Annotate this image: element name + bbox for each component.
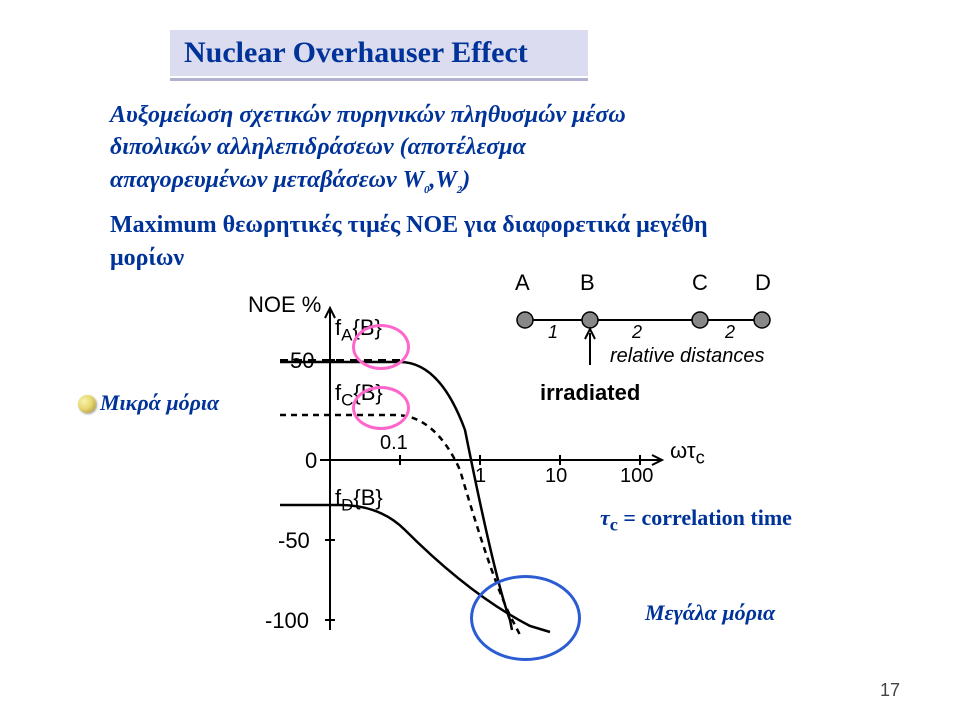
xtick-10: 10	[545, 465, 567, 488]
desc-line1: Αυξομείωση σχετικών πυρηνικών πληθυσμών …	[110, 102, 626, 128]
irradiated-label: irradiated	[540, 380, 640, 406]
bullet-icon	[78, 395, 96, 413]
title-container: Nuclear Overhauser Effect	[170, 30, 588, 81]
desc-close: )	[462, 167, 470, 193]
node-C: C	[692, 270, 708, 296]
subtitle2: μορίων	[110, 245, 184, 271]
xtick-01: 0.1	[380, 432, 408, 455]
omega-tau-sub: c	[696, 447, 705, 468]
chart-area: Μικρά μόρια	[100, 280, 840, 660]
pink-circle-fC	[352, 386, 410, 430]
node-B: B	[580, 270, 595, 296]
subtitle1: Maximum θεωρητικές τιμές NOE για διαφορε…	[110, 212, 708, 238]
edge-2a: 2	[632, 322, 642, 343]
large-molecules-label: Μεγάλα μόρια	[645, 600, 775, 626]
curve-label-fD: fD{B}	[335, 485, 383, 515]
desc-line2a: διπολικών αλληλεπιδράσεων (αποτέλεσμα	[110, 134, 526, 160]
node-D: D	[755, 270, 771, 296]
blue-circle-merge	[470, 575, 581, 661]
desc-mid: ,W	[429, 167, 456, 193]
page-number: 17	[880, 680, 900, 701]
pink-circle-fA	[352, 324, 410, 370]
description: Αυξομείωση σχετικών πυρηνικών πληθυσμών …	[110, 99, 870, 197]
tau-label: τc = correlation time	[600, 505, 792, 535]
ytick-m100: -100	[265, 608, 309, 634]
xtick-1: 1	[475, 465, 486, 488]
title-underline	[170, 78, 588, 81]
xtick-100: 100	[620, 465, 653, 488]
edge-1: 1	[548, 322, 558, 343]
node-A: A	[515, 270, 530, 296]
desc-line2b: απαγορευμένων μεταβάσεων W	[110, 167, 424, 193]
ytick-0: 0	[305, 448, 317, 474]
edge-2b: 2	[725, 322, 735, 343]
omega-tau: ωτ	[670, 438, 696, 463]
y-axis-label: NOE %	[248, 292, 321, 318]
ytick-m50: -50	[278, 528, 310, 554]
x-axis-label: ωτc	[670, 438, 705, 468]
tau-text: = correlation time	[618, 505, 792, 530]
subtitle: Maximum θεωρητικές τιμές NOE για διαφορε…	[110, 209, 870, 274]
relative-distances: relative distances	[610, 345, 765, 368]
tau-sub: c	[610, 515, 618, 535]
tau-prefix: τ	[600, 505, 610, 530]
ytick-50: 50	[290, 348, 314, 374]
slide-title: Nuclear Overhauser Effect	[170, 30, 588, 76]
